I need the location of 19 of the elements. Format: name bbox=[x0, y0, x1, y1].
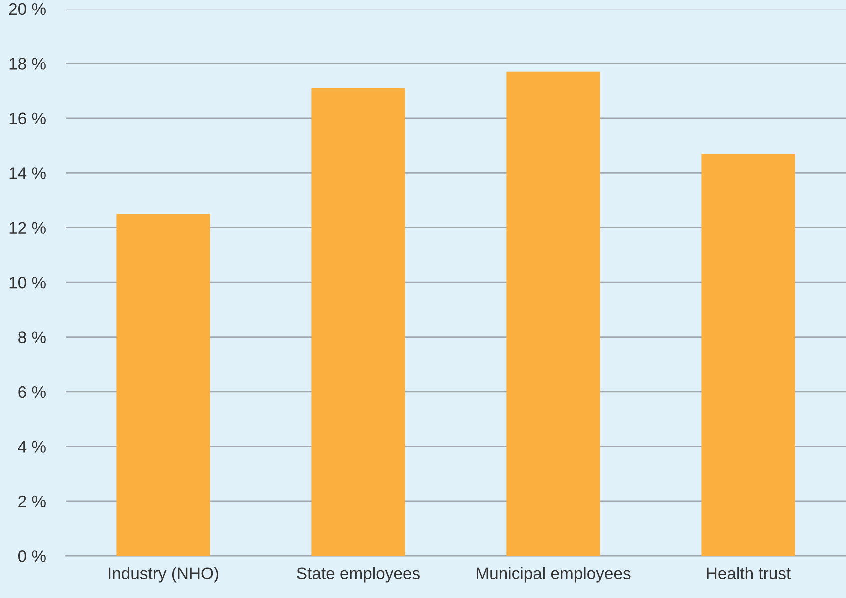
x-tick-label: State employees bbox=[297, 567, 420, 583]
y-tick-label: 12 % bbox=[10, 222, 46, 234]
bar bbox=[506, 72, 600, 556]
y-tick-label: 18 % bbox=[10, 58, 46, 70]
y-tick-label: 0 % bbox=[18, 550, 46, 562]
y-tick-label: 4 % bbox=[18, 441, 46, 453]
x-tick-label: Health trust bbox=[707, 567, 791, 580]
x-tick-label: Municipal employees bbox=[477, 567, 631, 583]
bar bbox=[702, 154, 796, 556]
bar bbox=[116, 214, 210, 556]
y-tick-label: 16 % bbox=[10, 112, 46, 125]
y-tick-label: 14 % bbox=[10, 168, 46, 180]
bar bbox=[312, 88, 406, 556]
y-tick-label: 2 % bbox=[18, 496, 46, 508]
y-tick-label: 10 % bbox=[10, 276, 46, 289]
y-tick-label: 8 % bbox=[18, 332, 46, 344]
y-tick-label: 6 % bbox=[18, 386, 46, 398]
y-tick-label: 20 % bbox=[9, 3, 46, 16]
x-tick-label: Industry (NHO) bbox=[109, 567, 218, 583]
